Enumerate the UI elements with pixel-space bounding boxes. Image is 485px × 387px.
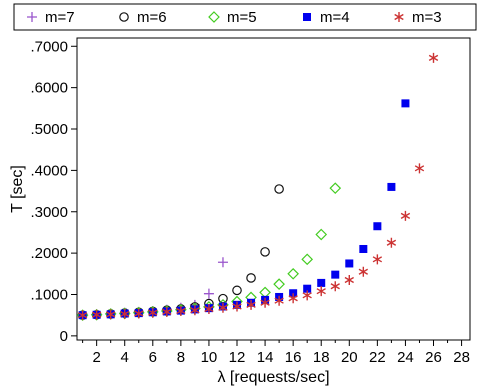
data-point bbox=[273, 278, 285, 290]
legend-label: m=3 bbox=[412, 9, 442, 26]
data-point bbox=[203, 288, 214, 299]
data-point bbox=[217, 257, 228, 268]
data-point bbox=[218, 293, 228, 304]
y-tick-label: .1000 bbox=[30, 286, 68, 303]
data-point bbox=[246, 273, 256, 283]
y-tick-label: .2000 bbox=[30, 245, 68, 262]
y-tick-label: .4000 bbox=[30, 162, 68, 179]
x-tick-label: 14 bbox=[257, 349, 274, 366]
data-point bbox=[91, 309, 102, 320]
x-tick-label: 16 bbox=[285, 349, 302, 366]
data-point bbox=[302, 290, 312, 301]
legend-item: m=5 bbox=[208, 9, 257, 26]
data-point bbox=[232, 301, 242, 312]
x-tick-label: 12 bbox=[229, 349, 246, 366]
data-point bbox=[274, 295, 284, 306]
data-point bbox=[120, 308, 130, 319]
data-point bbox=[106, 309, 116, 320]
legend: m=7 m=6 m=5 m=4 m=3 bbox=[13, 3, 477, 31]
x-tick-label: 20 bbox=[341, 349, 358, 366]
y-tick-label: .3000 bbox=[30, 204, 68, 221]
data-point bbox=[303, 284, 312, 293]
data-point bbox=[288, 293, 298, 304]
y-tick-label: .6000 bbox=[30, 80, 68, 97]
data-point bbox=[345, 259, 354, 268]
data-point bbox=[260, 297, 270, 308]
y-axis: 0 .1000 .2000 .3000 .4000 .5000 .6000 .7000 bbox=[30, 38, 77, 345]
x-tick-label: 2 bbox=[92, 349, 100, 366]
data-point bbox=[330, 281, 340, 292]
data-point bbox=[287, 267, 299, 280]
data-point bbox=[387, 182, 396, 191]
data-point bbox=[359, 244, 368, 253]
data-point bbox=[162, 306, 172, 317]
legend-item: m=6 bbox=[119, 9, 167, 26]
legend-marker bbox=[119, 12, 129, 22]
data-point bbox=[260, 247, 270, 257]
data-point bbox=[148, 307, 158, 318]
data-point bbox=[190, 305, 200, 316]
data-point bbox=[246, 299, 256, 310]
data-point bbox=[331, 270, 340, 279]
x-tick-label: 10 bbox=[201, 349, 218, 366]
x-tick-label: 4 bbox=[121, 349, 129, 366]
data-point bbox=[232, 285, 242, 296]
data-point bbox=[344, 275, 354, 286]
plot-frame bbox=[76, 37, 471, 341]
data-point bbox=[134, 308, 144, 319]
y-tick-label: 0 bbox=[60, 328, 68, 345]
legend-label: m=6 bbox=[137, 9, 167, 26]
x-axis: 2 4 6 8 10 12 14 16 18 20 22 24 26 28 bbox=[82, 340, 470, 366]
plot-area-border bbox=[76, 37, 471, 341]
data-point bbox=[301, 253, 314, 266]
legend-item: m=7 bbox=[27, 9, 75, 26]
data-point bbox=[77, 310, 88, 321]
data-points bbox=[76, 52, 439, 322]
x-tick-label: 6 bbox=[149, 349, 157, 366]
data-point bbox=[204, 303, 214, 314]
x-tick-label: 28 bbox=[453, 349, 470, 366]
x-axis-label: λ [requests/sec] bbox=[217, 369, 329, 386]
legend-marker bbox=[394, 12, 404, 22]
legend-item: m=4 bbox=[303, 9, 350, 26]
x-tick-label: 24 bbox=[397, 349, 414, 366]
data-point bbox=[317, 278, 326, 287]
legend-item: m=3 bbox=[394, 9, 442, 26]
x-tick-label: 22 bbox=[369, 349, 386, 366]
data-point bbox=[218, 302, 228, 313]
legend-marker bbox=[27, 12, 37, 22]
data-point bbox=[386, 237, 397, 248]
legend-label: m=5 bbox=[227, 9, 257, 26]
data-point bbox=[315, 228, 328, 241]
data-point bbox=[401, 99, 410, 108]
data-point bbox=[176, 306, 186, 317]
y-tick-label: .5000 bbox=[30, 121, 68, 138]
data-point bbox=[274, 184, 284, 194]
data-point bbox=[372, 254, 383, 265]
x-tick-label: 18 bbox=[313, 349, 330, 366]
data-point bbox=[414, 163, 425, 174]
legend-marker bbox=[303, 13, 311, 21]
series-m=3 bbox=[77, 52, 439, 321]
data-point bbox=[400, 210, 411, 221]
legend-marker bbox=[208, 11, 220, 23]
x-tick-label: 26 bbox=[425, 349, 442, 366]
legend-label: m=4 bbox=[320, 9, 350, 26]
x-tick-label: 8 bbox=[177, 349, 185, 366]
data-point bbox=[373, 222, 382, 231]
legend-label: m=7 bbox=[45, 9, 75, 26]
data-point bbox=[358, 266, 369, 277]
series-m=4 bbox=[78, 99, 410, 320]
y-axis-label: T [sec] bbox=[9, 165, 26, 213]
y-tick-label: .7000 bbox=[30, 38, 68, 55]
data-point bbox=[428, 52, 439, 63]
data-point bbox=[316, 286, 326, 297]
data-point bbox=[329, 182, 342, 195]
